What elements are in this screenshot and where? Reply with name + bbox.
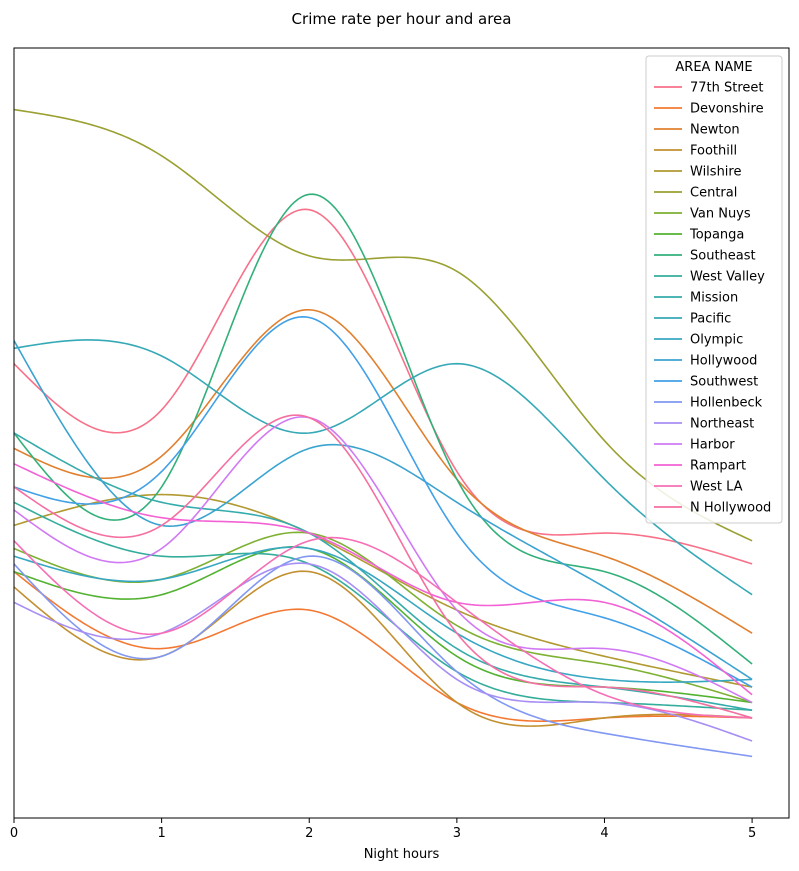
legend-box xyxy=(645,55,783,524)
series-line-16 xyxy=(14,562,753,742)
series-group xyxy=(14,108,753,758)
legend-label-13: Hollywood xyxy=(690,354,757,369)
series-line-2 xyxy=(14,308,753,634)
series-line-18 xyxy=(14,463,753,696)
legend-label-12: Olympic xyxy=(690,333,743,348)
legend-label-2: Newton xyxy=(690,123,740,138)
legend-label-14: Southwest xyxy=(690,375,758,390)
series-line-13 xyxy=(14,340,753,681)
x-tick-label-2: 2 xyxy=(305,826,313,841)
legend-entries: 77th Street Devonshire Newton Foothill Wilsh… xyxy=(654,81,771,516)
legend-label-17: Harbor xyxy=(690,438,735,453)
legend-label-10: Mission xyxy=(690,291,738,306)
legend-label-19: West LA xyxy=(690,480,743,495)
series-line-12 xyxy=(14,546,753,683)
series-line-8 xyxy=(14,193,753,665)
plot-area: 0 1 2 3 4 5 xyxy=(10,47,790,841)
plot-frame xyxy=(13,47,790,819)
series-line-20 xyxy=(14,414,753,719)
legend-label-5: Central xyxy=(690,186,737,201)
legend-title: AREA NAME xyxy=(675,60,752,75)
legend: AREA NAME 77th Street Devonshire Newton Foo… xyxy=(645,55,783,524)
legend-label-9: West Valley xyxy=(690,270,765,285)
series-line-10 xyxy=(14,432,753,711)
series-line-17 xyxy=(14,416,753,704)
legend-label-7: Topanga xyxy=(689,228,744,243)
legend-label-20: N Hollywood xyxy=(690,501,771,516)
series-line-19 xyxy=(14,536,753,719)
x-tick-label-5: 5 xyxy=(748,826,756,841)
legend-label-16: Northeast xyxy=(690,417,754,432)
series-line-0 xyxy=(14,208,753,565)
series-line-1 xyxy=(14,570,753,723)
series-line-6 xyxy=(14,531,753,704)
legend-label-18: Rampart xyxy=(690,459,746,474)
legend-label-6: Van Nuys xyxy=(690,207,751,222)
series-line-5 xyxy=(14,108,753,542)
legend-label-4: Wilshire xyxy=(690,165,741,180)
x-tick-label-0: 0 xyxy=(10,826,18,841)
series-line-11 xyxy=(14,339,753,596)
legend-label-1: Devonshire xyxy=(690,102,764,117)
legend-label-3: Foothill xyxy=(690,144,737,159)
legend-label-11: Pacific xyxy=(690,312,731,327)
series-line-15 xyxy=(14,555,753,758)
legend-label-0: 77th Street xyxy=(690,81,764,96)
chart-title: Crime rate per hour and area xyxy=(292,10,512,28)
x-tick-label-3: 3 xyxy=(453,826,461,841)
x-tick-label-1: 1 xyxy=(157,826,165,841)
series-line-9 xyxy=(14,501,753,711)
series-line-14 xyxy=(14,316,753,688)
x-tick-label-4: 4 xyxy=(600,826,608,841)
x-axis-label: Night hours xyxy=(364,847,440,862)
series-line-3 xyxy=(14,570,753,727)
legend-label-8: Southeast xyxy=(690,249,756,264)
legend-label-15: Hollenbeck xyxy=(690,396,763,411)
x-axis: 0 1 2 3 4 5 xyxy=(10,818,756,841)
